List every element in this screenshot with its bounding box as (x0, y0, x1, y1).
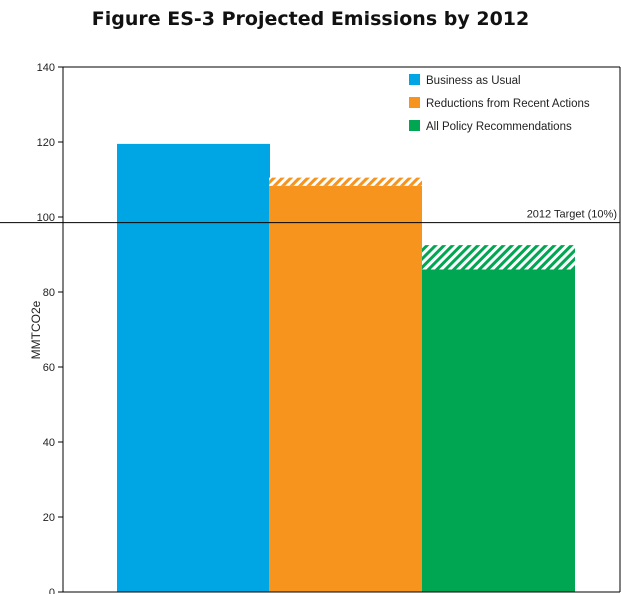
bar-hatch-all-policy-recommendations (422, 245, 575, 270)
bar-reductions-from-recent-actions (269, 185, 422, 592)
bar-business-as-usual (117, 143, 270, 592)
y-tick-label: 120 (37, 137, 55, 149)
y-tick-label: 60 (43, 362, 55, 374)
chart-title: Figure ES-3 Projected Emissions by 2012 (91, 8, 530, 30)
y-tick-label: 40 (43, 437, 55, 449)
legend-swatch (409, 97, 420, 108)
bar-hatch-reductions-from-recent-actions (269, 177, 422, 186)
legend-label: Reductions from Recent Actions (426, 98, 590, 110)
legend-label: Business as Usual (426, 75, 521, 87)
y-tick-label: 20 (43, 512, 55, 524)
y-tick-label: 80 (43, 287, 55, 299)
target-label: 2012 Target (10%) (527, 209, 617, 221)
legend-swatch (409, 120, 420, 131)
y-tick-label: 100 (37, 212, 55, 224)
y-tick-label: 140 (37, 62, 55, 74)
legend-label: All Policy Recommendations (426, 121, 572, 133)
bar-all-policy-recommendations (422, 269, 575, 592)
legend-swatch (409, 74, 420, 85)
y-axis-label: MMTCO2e (29, 300, 43, 359)
y-tick-label: 0 (49, 587, 55, 594)
